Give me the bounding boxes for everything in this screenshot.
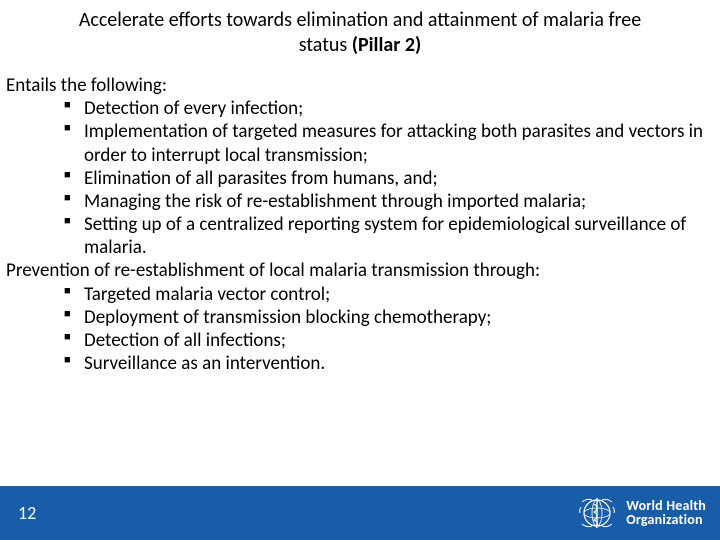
slide-body: Entails the following: Detection of ever… [0, 60, 720, 486]
list-item: Deployment of transmission blocking chem… [64, 306, 710, 329]
who-text: World Health Organization [626, 499, 706, 527]
who-text-line-2: Organization [626, 513, 706, 527]
page-number: 12 [18, 502, 36, 524]
slide-title: Accelerate efforts towards elimination a… [0, 0, 720, 60]
title-line-2-prefix: status [299, 33, 352, 57]
title-line-2-bold: (Pillar 2) [352, 33, 421, 57]
list-item: Implementation of targeted measures for … [64, 120, 710, 166]
list-item: Detection of all infections; [64, 329, 710, 352]
list-item: Setting up of a centralized reporting sy… [64, 213, 710, 259]
list-item: Detection of every infection; [64, 97, 710, 120]
who-emblem-icon [576, 492, 618, 534]
footer-bar: 12 World Health Org [0, 486, 720, 540]
slide: Accelerate efforts towards elimination a… [0, 0, 720, 540]
bullet-list-1: Detection of every infection; Implementa… [6, 97, 710, 259]
list-item: Targeted malaria vector control; [64, 283, 710, 306]
who-logo: World Health Organization [576, 492, 706, 534]
title-line-1: Accelerate efforts towards elimination a… [79, 8, 641, 32]
list-item: Managing the risk of re-establishment th… [64, 190, 710, 213]
list-item: Elimination of all parasites from humans… [64, 167, 710, 190]
lead-text-1: Entails the following: [6, 74, 710, 97]
bullet-list-2: Targeted malaria vector control; Deploym… [6, 283, 710, 376]
list-item: Surveillance as an intervention. [64, 352, 710, 375]
lead-text-2: Prevention of re-establishment of local … [6, 259, 710, 282]
